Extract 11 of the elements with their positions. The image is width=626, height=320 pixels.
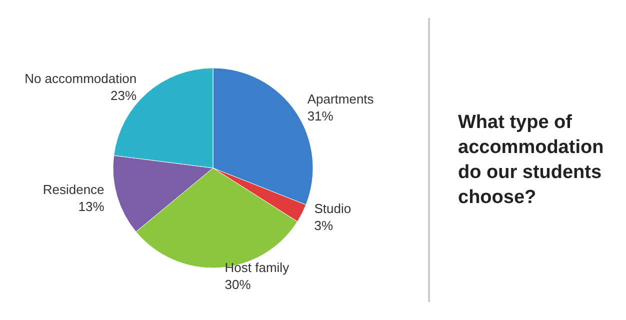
slice-label: Host family: [224, 260, 290, 275]
data-label: 30%: [224, 276, 252, 292]
slice-label: Residence: [42, 182, 104, 198]
slice-label: Apartments: [307, 91, 374, 106]
data-label: 31%: [307, 108, 334, 124]
slice-label: No accommodation: [24, 70, 137, 86]
slice-label: Studio: [314, 201, 352, 216]
data-label: 13%: [78, 199, 105, 214]
data-label: 23%: [110, 88, 138, 103]
text: What type of accommodation do our students choose?: [458, 111, 605, 210]
data-label: 3%: [314, 218, 334, 234]
